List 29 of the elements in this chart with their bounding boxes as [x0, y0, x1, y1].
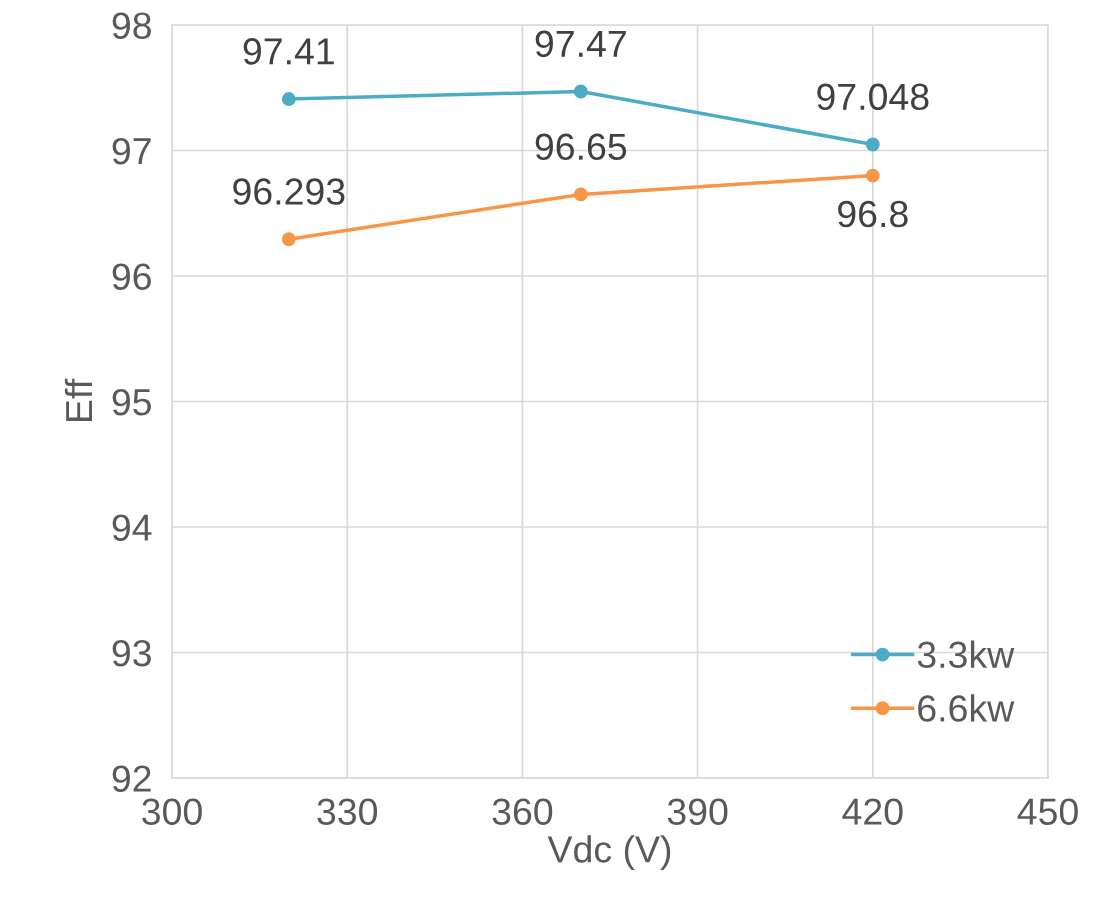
point	[281, 92, 296, 106]
y-tick-label: 94	[112, 514, 152, 541]
x-tick-label: 300	[142, 798, 202, 825]
point	[281, 232, 296, 247]
data-label: 97.41	[243, 38, 334, 65]
y-tick-label: 98	[112, 12, 151, 39]
x-tick-label: 360	[492, 798, 553, 825]
point	[573, 84, 588, 99]
x-axis-title: Vdc (V)	[547, 835, 671, 871]
data-label: 96.293	[233, 178, 345, 205]
legend-label: 3.3kw	[917, 640, 1015, 669]
y-tick-label: 97	[112, 137, 151, 165]
data-label: 97.47	[535, 30, 626, 58]
x-tick-label: 420	[842, 798, 903, 825]
x-tick-label: 330	[317, 798, 378, 825]
y-tick-label: 95	[112, 388, 151, 416]
y-tick-label: 96	[112, 263, 151, 290]
x-tick-label: 450	[1017, 798, 1078, 825]
y-tick-label: 93	[112, 639, 151, 667]
point	[573, 187, 588, 202]
data-label: 96.65	[535, 133, 627, 161]
data-label: 97.048	[817, 83, 929, 111]
point	[865, 168, 880, 183]
y-tick-label: 92	[112, 765, 151, 792]
point	[865, 137, 880, 152]
x-tick-label: 390	[667, 798, 728, 825]
legend-label: 6.6kw	[918, 694, 1015, 722]
data-label: 96.8	[838, 200, 908, 228]
y-axis-title: Eff	[64, 378, 92, 422]
